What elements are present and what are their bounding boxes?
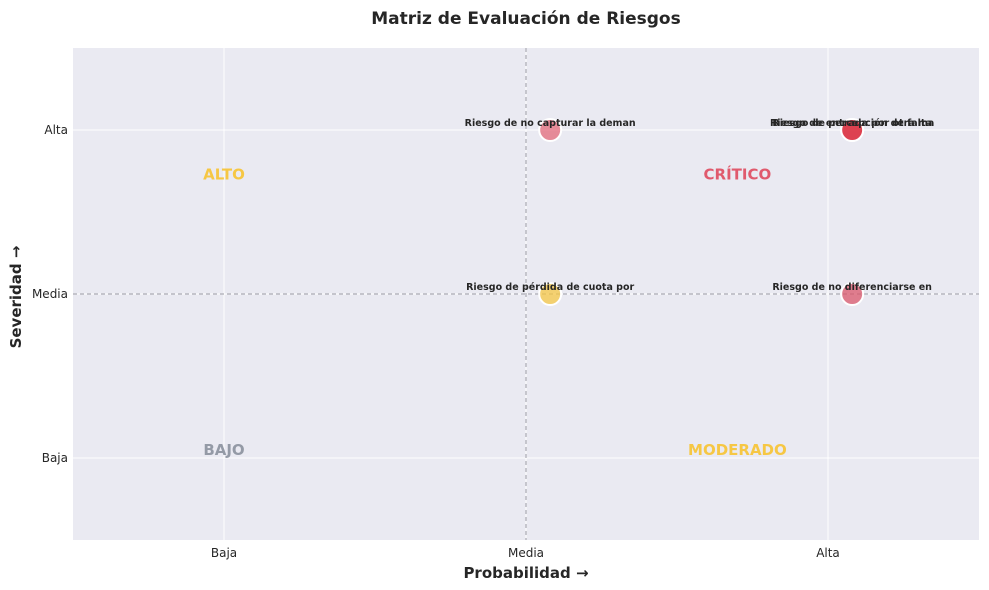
- x-tick-label: Media: [508, 546, 544, 560]
- risk-point: [840, 282, 865, 306]
- quadrant-label: CRÍTICO: [704, 164, 772, 183]
- point-labels: Riesgo de no capturar la deman Riesgo de …: [465, 118, 935, 293]
- x-axis-ticks: Baja Media Alta: [211, 546, 840, 560]
- risk-point-label: Riesgo de no capturar la deman: [465, 118, 636, 129]
- x-axis-title: Probabilidad →: [463, 564, 588, 582]
- y-axis-ticks: Baja Media Alta: [32, 123, 68, 465]
- risk-point-label: Riesgo de pérdida de cuota por: [466, 282, 634, 293]
- data-points: [538, 118, 865, 306]
- risk-point-label: Riesgo de percepción de falta: [772, 118, 931, 129]
- x-tick-label: Alta: [816, 546, 840, 560]
- risk-point-label: Riesgo de entrada por otra ma: [770, 118, 934, 129]
- quadrant-label: BAJO: [203, 441, 244, 459]
- quadrant-label: ALTO: [203, 165, 245, 183]
- risk-point-label: Riesgo de no diferenciarse en: [772, 282, 932, 293]
- y-tick-label: Media: [32, 287, 68, 301]
- reference-lines: [73, 48, 979, 540]
- quadrant-label: MODERADO: [688, 441, 787, 459]
- y-tick-label: Alta: [44, 123, 68, 137]
- y-axis-title: Severidad →: [7, 246, 25, 349]
- risk-point: [840, 118, 865, 142]
- y-tick-label: Baja: [42, 451, 68, 465]
- risk-point: [538, 282, 563, 306]
- x-tick-label: Baja: [211, 546, 237, 560]
- quadrant-labels: ALTO CRÍTICO BAJO MODERADO: [203, 164, 787, 459]
- risk-point: [538, 118, 563, 142]
- chart-title: Matriz de Evaluación de Riesgos: [371, 9, 680, 29]
